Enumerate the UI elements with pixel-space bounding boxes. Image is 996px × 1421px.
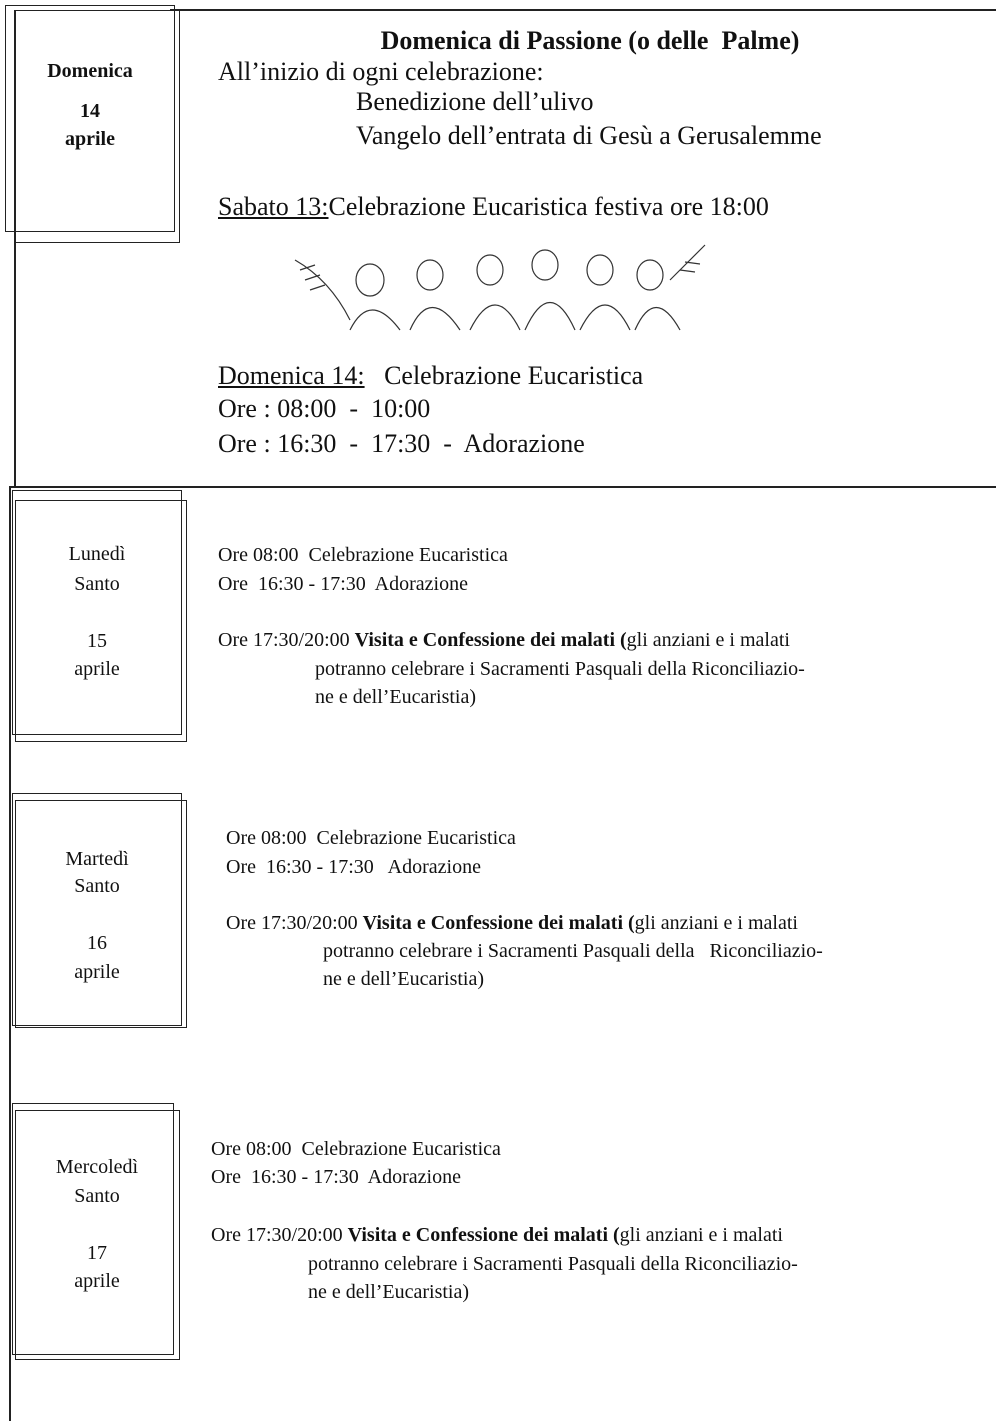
day: Martedì [65,848,129,870]
day: 14 [80,100,100,122]
time: Ore : 16:30 - 17:30 - Adorazione [218,429,585,458]
day-box [12,490,182,735]
day-box [15,500,187,742]
text: gli anziani e i malati [634,912,798,934]
day: 15 [87,630,107,652]
rule [9,486,996,488]
bold: Visita e Confessione dei malati ( [354,629,627,651]
sunday: Domenica 14: Celebrazione Eucaristica [218,363,643,389]
day-box [5,5,175,232]
visit-line: potranno celebrare i Sacramenti Pasquali… [323,940,823,962]
day: Santo [74,1185,120,1207]
rite: Vangelo dell’entrata di Gesù a Gerusalem… [356,121,822,150]
time: Ore 17:30/20:00 [226,912,358,934]
visit: Ore 17:30/20:00 Visita e Confessione dei… [226,913,798,933]
day: aprile [74,1270,120,1292]
time: Ore 17:30/20:00 [218,629,350,651]
bold: Visita e Confessione dei malati ( [347,1224,620,1246]
rite: Benedizione dell’ulivo [356,87,594,116]
day: Santo [74,573,120,595]
bold: Visita e Confessione dei malati ( [362,912,635,934]
illustration [294,244,706,331]
text: gli anziani e i malati [619,1224,783,1246]
visit-line: ne e dell’Eucaristia) [315,686,477,708]
day: Santo [74,875,120,897]
label: Sabato 13: [218,192,329,221]
day-box [15,10,180,243]
schedule-line: Ore 16:30 - 17:30 Adorazione [226,856,481,878]
day: Mercoledì [55,1156,139,1178]
day-box [15,800,187,1028]
visit-line: potranno celebrare i Sacramenti Pasquali… [308,1253,798,1275]
visit-line: potranno celebrare i Sacramenti Pasquali… [315,658,805,680]
day: 16 [87,932,107,954]
schedule-line: Ore 08:00 Celebrazione Eucaristica [218,544,508,566]
text: Celebrazione Eucaristica [384,361,644,390]
title: Domenica di Passione (o delle Palme) [380,26,800,55]
day: Domenica [47,60,133,82]
visit: Ore 17:30/20:00 Visita e Confessione dei… [218,630,790,650]
saturday: Sabato 13:Celebrazione Eucaristica festi… [218,194,769,220]
day-box [12,1103,174,1355]
schedule-line: Ore 08:00 Celebrazione Eucaristica [226,827,516,849]
day: aprile [74,961,120,983]
day: aprile [74,658,120,680]
visit: Ore 17:30/20:00 Visita e Confessione dei… [211,1225,783,1245]
schedule-line: Ore 16:30 - 17:30 Adorazione [211,1166,461,1188]
day-box [15,1110,180,1360]
rule [9,486,11,1421]
label: Domenica 14: [218,361,365,390]
day: Lunedì [68,543,126,565]
schedule-line: Ore 16:30 - 17:30 Adorazione [218,573,468,595]
time: Ore : 08:00 - 10:00 [218,394,431,423]
rule [14,10,16,488]
text: gli anziani e i malati [626,629,790,651]
visit-line: ne e dell’Eucaristia) [308,1281,470,1303]
rule [170,9,996,11]
text: Celebrazione Eucaristica festiva ore 18:… [328,192,769,221]
schedule-line: Ore 08:00 Celebrazione Eucaristica [211,1138,501,1160]
visit-line: ne e dell’Eucaristia) [323,968,485,990]
day: 17 [87,1242,107,1264]
day: aprile [65,128,115,150]
intro: All’inizio di ogni celebrazione: [218,57,544,86]
day-box [12,793,182,1026]
time: Ore 17:30/20:00 [211,1224,343,1246]
